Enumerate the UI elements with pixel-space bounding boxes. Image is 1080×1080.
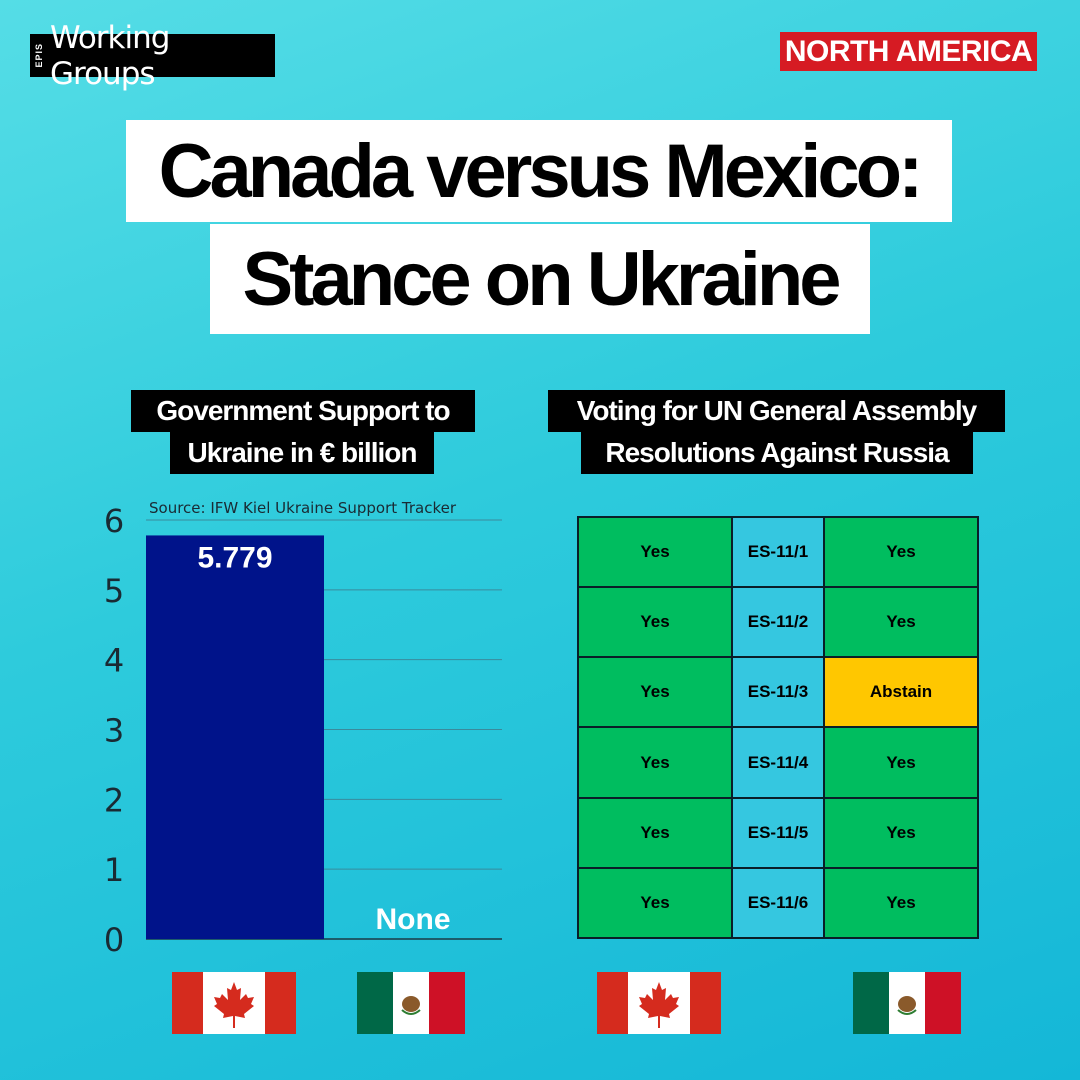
resolution-cell: ES-11/2 (731, 586, 825, 659)
page-title-line1: Canada versus Mexico: (126, 120, 952, 222)
chart-source: Source: IFW Kiel Ukraine Support Tracker (149, 499, 457, 517)
vote-table-title-line2: Resolutions Against Russia (581, 432, 973, 474)
mexico-vote-cell: Yes (823, 586, 979, 659)
table-row: Yes ES-11/2 Yes (577, 586, 979, 659)
logo-text: Working Groups (50, 19, 170, 92)
vote-table: Yes ES-11/1 Yes Yes ES-11/2 Yes Yes ES-11/3 Abst… (577, 515, 979, 940)
y-tick-label: 6 (104, 502, 124, 540)
data-label-canada: 5.779 (197, 541, 272, 574)
y-axis-ticks: 0 1 2 3 4 5 6 (104, 502, 124, 959)
mexico-flag-icon (357, 972, 465, 1034)
canada-vote-cell: Yes (577, 866, 733, 940)
canada-vote-cell: Yes (577, 586, 733, 659)
bar-chart-title-line2: Ukraine in € billion (170, 432, 434, 474)
canada-vote-cell: Yes (577, 796, 733, 869)
canada-flag-icon (172, 972, 296, 1034)
mexico-vote-cell: Yes (823, 866, 979, 940)
data-labels: 5.779 None (197, 541, 450, 936)
mexico-vote-cell: Yes (823, 726, 979, 799)
y-tick-label: 4 (104, 642, 124, 680)
y-tick-label: 1 (104, 851, 124, 889)
y-tick-label: 0 (104, 921, 124, 959)
table-row: Yes ES-11/3 Abstain (577, 656, 979, 729)
logo-small-text: EPIS (34, 43, 44, 68)
resolution-cell: ES-11/4 (731, 726, 825, 799)
table-row: Yes ES-11/5 Yes (577, 796, 979, 869)
y-tick-label: 5 (104, 572, 124, 610)
page-title-line2: Stance on Ukraine (210, 224, 870, 334)
mexico-vote-cell: Yes (823, 796, 979, 869)
bar-canada (146, 535, 324, 939)
y-tick-label: 2 (104, 781, 124, 819)
resolution-cell: ES-11/1 (731, 515, 825, 589)
table-row: Yes ES-11/1 Yes (577, 515, 979, 589)
resolution-cell: ES-11/5 (731, 796, 825, 869)
canada-vote-cell: Yes (577, 515, 733, 589)
mexico-vote-cell: Abstain (823, 656, 979, 729)
data-label-mexico: None (376, 903, 451, 936)
y-tick-label: 3 (104, 712, 124, 750)
mexico-vote-cell: Yes (823, 515, 979, 589)
region-badge: NORTH AMERICA (780, 32, 1037, 71)
canada-vote-cell: Yes (577, 656, 733, 729)
resolution-cell: ES-11/6 (731, 866, 825, 940)
canada-flag-icon (597, 972, 721, 1034)
bar-chart-title-line1: Government Support to (131, 390, 475, 432)
epis-logo: EPIS Working Groups (30, 20, 275, 92)
vote-table-title-line1: Voting for UN General Assembly (548, 390, 1005, 432)
mexico-flag-icon (853, 972, 961, 1034)
resolution-cell: ES-11/3 (731, 656, 825, 729)
bars (146, 535, 324, 939)
support-bar-chart: Source: IFW Kiel Ukraine Support Tracker… (104, 499, 502, 959)
table-row: Yes ES-11/6 Yes (577, 866, 979, 940)
canada-vote-cell: Yes (577, 726, 733, 799)
table-row: Yes ES-11/4 Yes (577, 726, 979, 799)
